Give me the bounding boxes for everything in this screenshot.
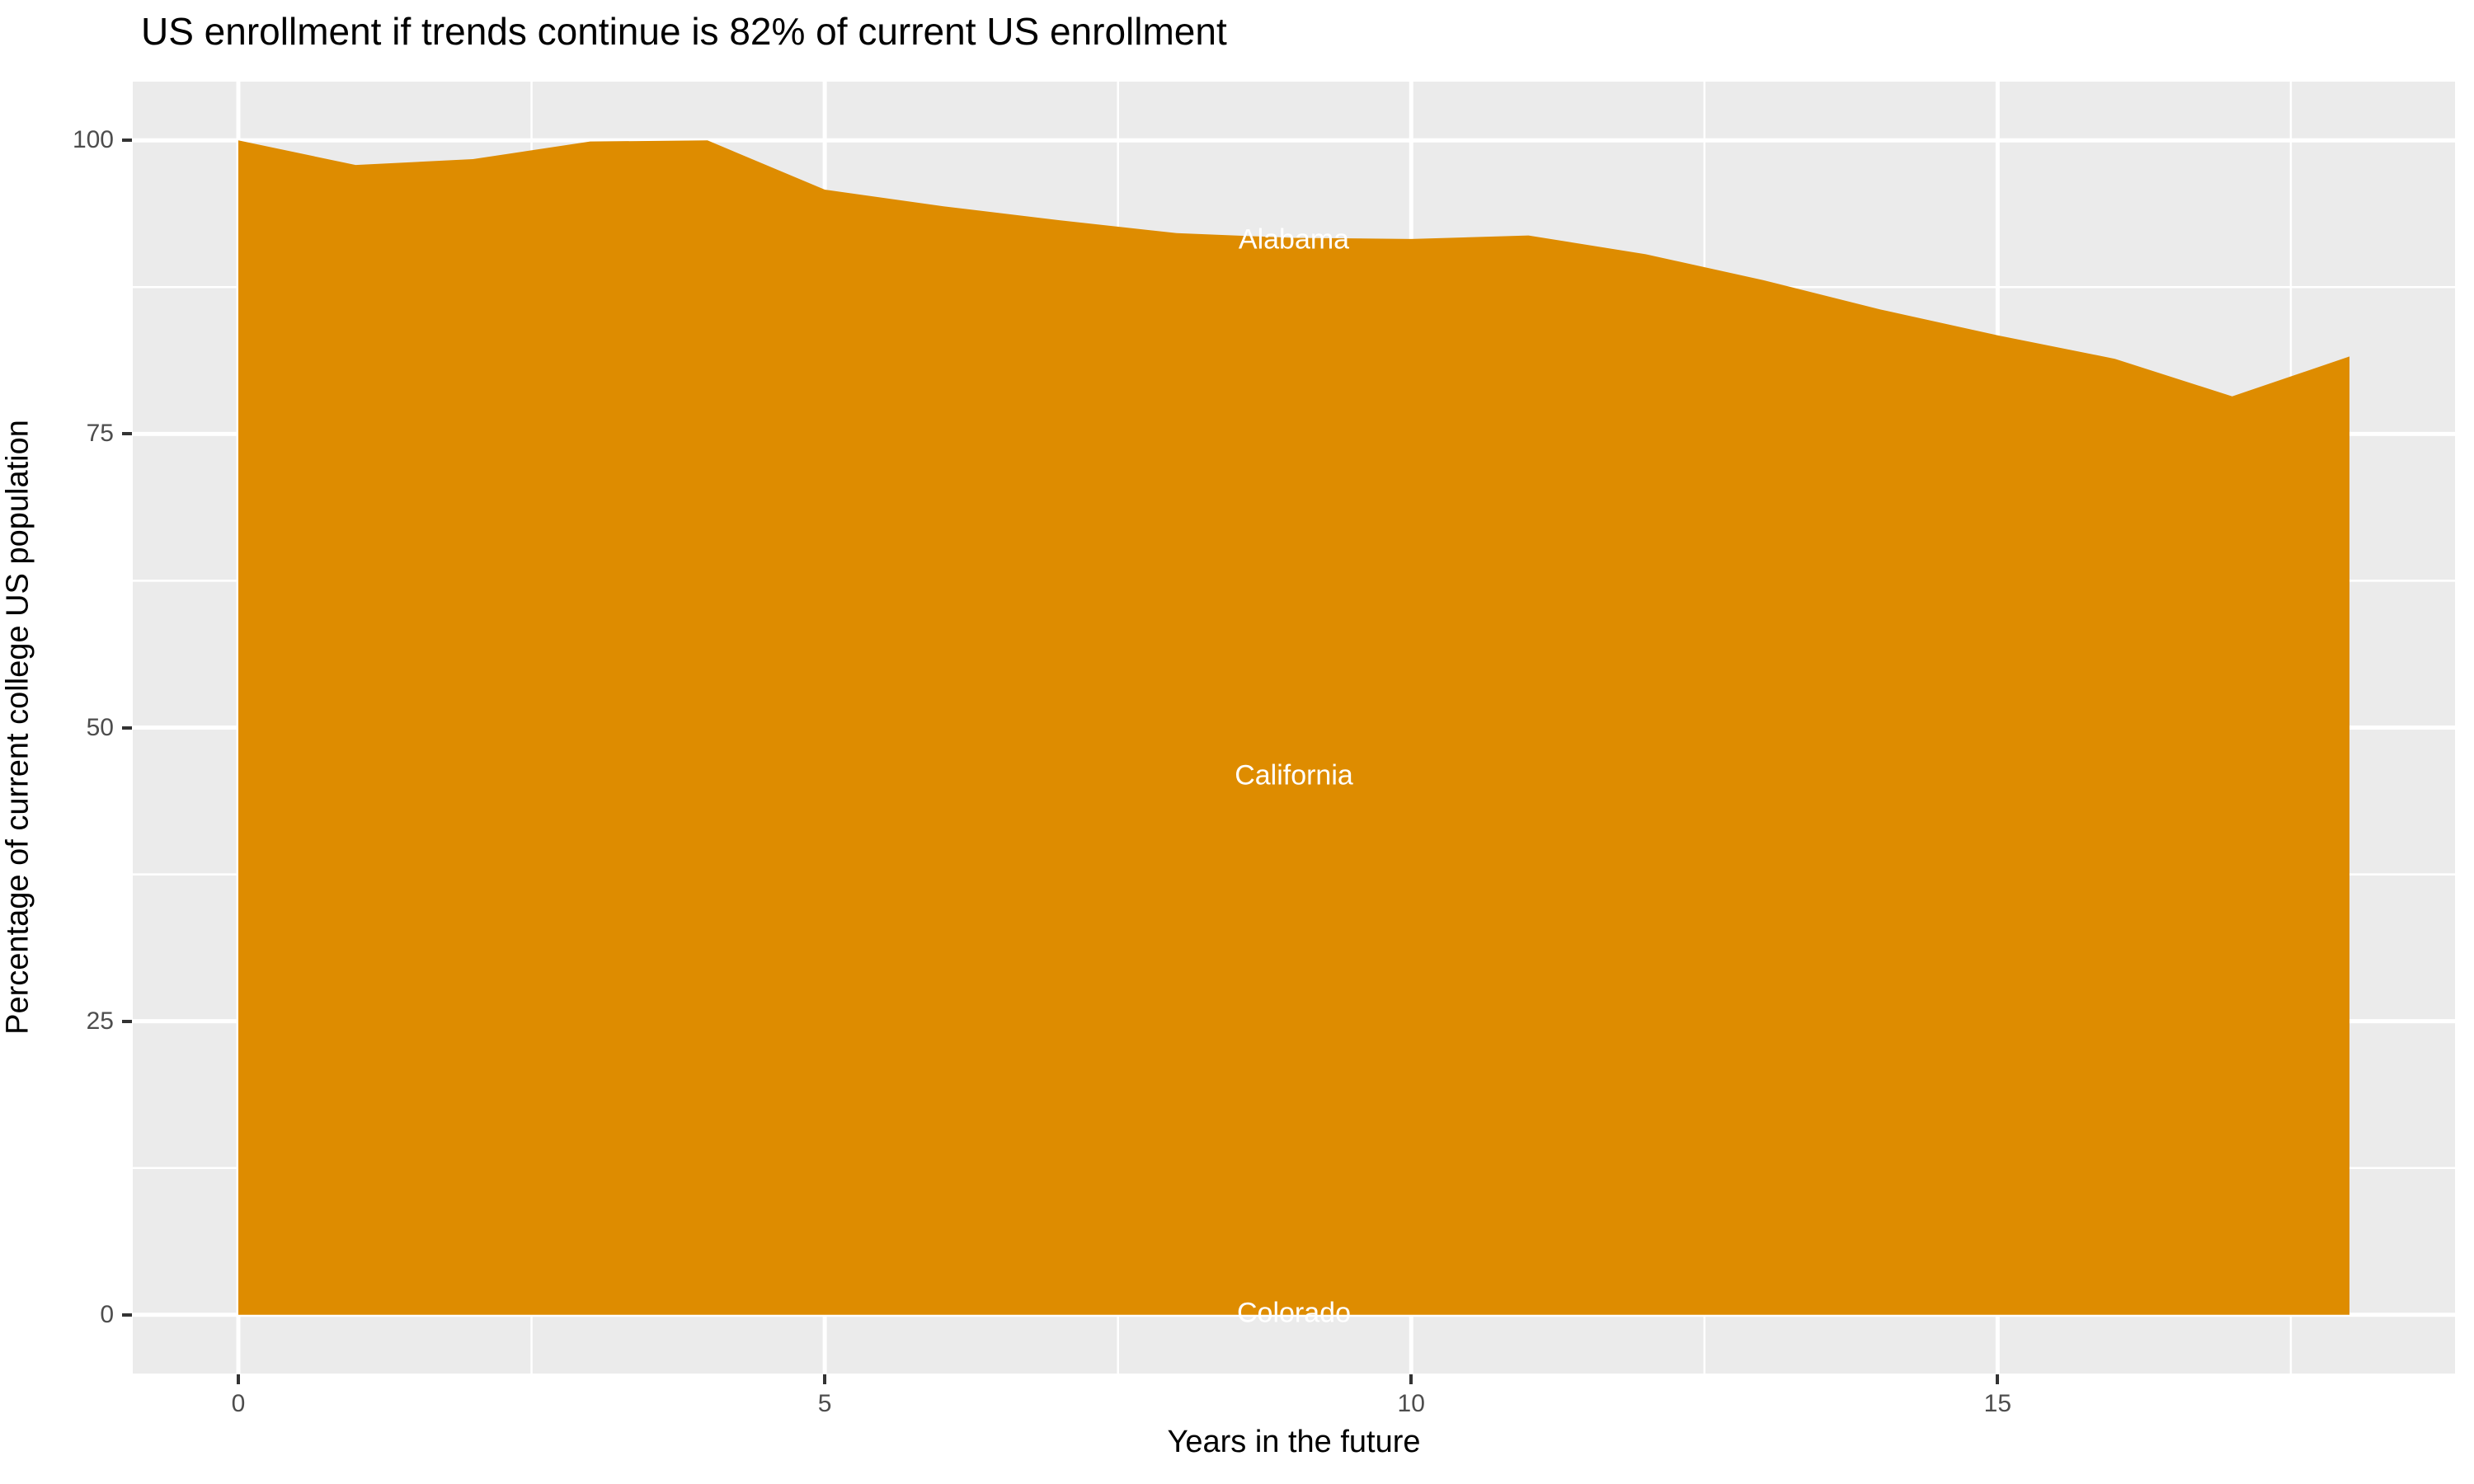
plot-panel: Alabama California Colorado xyxy=(133,82,2455,1374)
x-tick-label: 5 xyxy=(817,1390,832,1417)
x-tick-mark xyxy=(1409,1374,1413,1384)
stacked-area-svg xyxy=(133,82,2455,1374)
y-tick-label: 25 xyxy=(86,1007,114,1035)
y-tick-mark xyxy=(122,1313,132,1317)
y-tick-mark xyxy=(122,726,132,730)
x-tick-label: 15 xyxy=(1983,1390,2012,1417)
y-tick-label: 50 xyxy=(86,713,114,741)
area-label-colorado: Colorado xyxy=(1237,1297,1351,1329)
area-label-california: California xyxy=(1235,759,1353,791)
y-tick-label: 100 xyxy=(72,126,114,154)
chart-title: US enrollment if trends continue is 82% … xyxy=(141,10,1227,53)
y-tick-label: 0 xyxy=(100,1300,114,1328)
y-tick-mark xyxy=(122,1019,132,1023)
x-tick-label: 0 xyxy=(231,1390,246,1417)
x-tick-mark xyxy=(823,1374,827,1384)
x-tick-label: 10 xyxy=(1397,1390,1425,1417)
y-tick-mark xyxy=(122,432,132,436)
y-tick-label: 75 xyxy=(86,420,114,448)
x-tick-mark xyxy=(237,1374,240,1384)
y-tick-mark xyxy=(122,139,132,143)
enrollment-area xyxy=(238,140,2349,1315)
area-label-alabama: Alabama xyxy=(1238,223,1350,256)
x-axis-title: Years in the future xyxy=(1167,1425,1421,1459)
x-tick-mark xyxy=(1996,1374,2000,1384)
